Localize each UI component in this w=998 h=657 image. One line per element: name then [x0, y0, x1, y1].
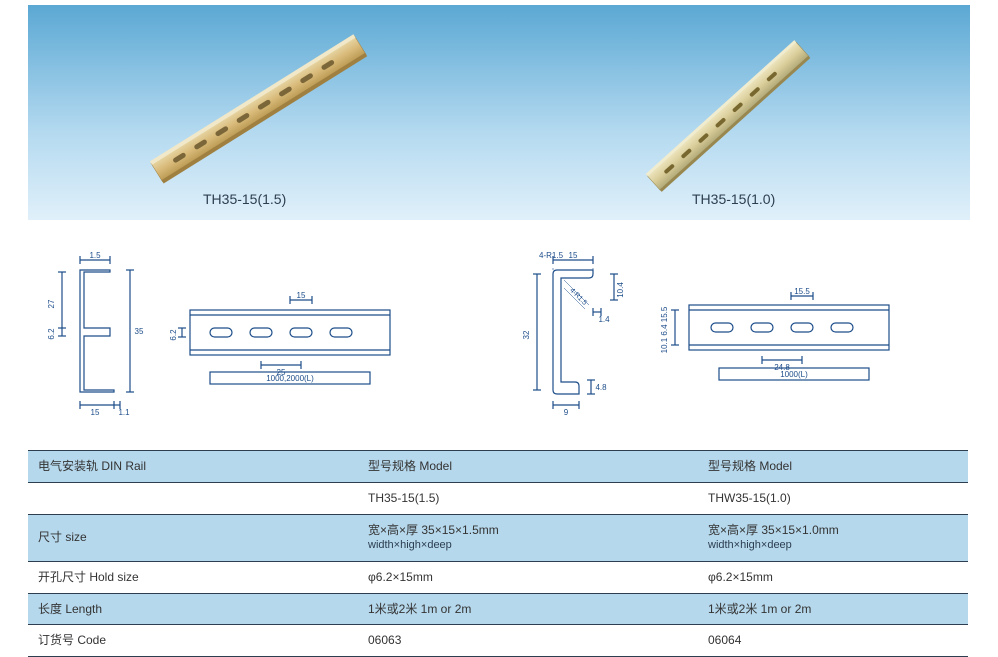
- svg-text:10.1 6.4 15.5: 10.1 6.4 15.5: [660, 306, 669, 353]
- svg-text:1.1: 1.1: [118, 408, 130, 417]
- size-left: 宽×高×厚 35×15×1.5mm width×high×deep: [358, 514, 698, 561]
- code-label: 订货号 Code: [28, 625, 358, 657]
- size-label: 尺寸 size: [28, 514, 358, 561]
- svg-text:6.2: 6.2: [47, 328, 56, 340]
- profile-drawing-left: 1.5 35 27 6.2 15 1.1: [40, 250, 150, 420]
- profile-drawing-right: 4-R1.5 15 10.4 1.4 32 4.8 9 4-R1.5: [519, 250, 639, 420]
- length-left: 1米或2米 1m or 2m: [358, 593, 698, 625]
- size-right: 宽×高×厚 35×15×1.0mm width×high×deep: [698, 514, 968, 561]
- size-right-l1: 宽×高×厚 35×15×1.0mm: [708, 522, 958, 539]
- rail-photo-right: [618, 31, 838, 201]
- svg-text:15: 15: [297, 291, 306, 300]
- svg-text:9: 9: [564, 408, 569, 417]
- page-root: TH35-15(1.5) TH35-15(1.0) 1.5 35: [0, 5, 998, 657]
- svg-text:10.4: 10.4: [616, 282, 625, 298]
- svg-text:1.4: 1.4: [598, 315, 610, 324]
- svg-text:15: 15: [569, 251, 578, 260]
- model-left: TH35-15(1.5): [358, 482, 698, 514]
- col3-header: 型号规格 Model: [698, 451, 968, 483]
- spec-table: 电气安装轨 DIN Rail 型号规格 Model 型号规格 Model TH3…: [28, 450, 968, 657]
- svg-text:1000(L): 1000(L): [780, 370, 808, 379]
- svg-text:15: 15: [91, 408, 100, 417]
- drawing-group-left: 1.5 35 27 6.2 15 1.1: [40, 250, 479, 420]
- svg-text:27: 27: [47, 299, 56, 308]
- hole-left: φ6.2×15mm: [358, 561, 698, 593]
- size-left-l2: width×high×deep: [368, 538, 688, 553]
- length-right: 1米或2米 1m or 2m: [698, 593, 968, 625]
- svg-text:6.2: 6.2: [170, 329, 178, 341]
- model-label-cell: [28, 482, 358, 514]
- hole-label: 开孔尺寸 Hold size: [28, 561, 358, 593]
- svg-text:35: 35: [135, 327, 144, 336]
- svg-text:4-R1.5: 4-R1.5: [568, 287, 588, 307]
- length-label: 长度 Length: [28, 593, 358, 625]
- size-right-l2: width×high×deep: [708, 538, 958, 553]
- col1-header: 电气安装轨 DIN Rail: [28, 451, 358, 483]
- slot-drawing-left: 15 25 6.2 1000,2000(L): [170, 280, 400, 390]
- rail-label-left: TH35-15(1.5): [203, 191, 286, 207]
- hole-right: φ6.2×15mm: [698, 561, 968, 593]
- model-right: THW35-15(1.0): [698, 482, 968, 514]
- rail-photo-left: [128, 23, 388, 193]
- slot-drawing-right: 15.5 24.8 10.1 6.4 15.5 1000(L): [659, 280, 899, 390]
- code-right: 06064: [698, 625, 968, 657]
- hero-panel: TH35-15(1.5) TH35-15(1.0): [28, 5, 970, 220]
- drawing-group-right: 4-R1.5 15 10.4 1.4 32 4.8 9 4-R1.5: [519, 250, 958, 420]
- svg-text:15.5: 15.5: [794, 287, 810, 296]
- svg-text:4-R1.5: 4-R1.5: [539, 251, 564, 260]
- svg-text:4.8: 4.8: [595, 383, 607, 392]
- drawings-row: 1.5 35 27 6.2 15 1.1: [0, 220, 998, 440]
- rail-label-right: TH35-15(1.0): [692, 191, 775, 207]
- svg-text:1000,2000(L): 1000,2000(L): [266, 374, 314, 383]
- size-left-l1: 宽×高×厚 35×15×1.5mm: [368, 522, 688, 539]
- code-left: 06063: [358, 625, 698, 657]
- svg-text:1.5: 1.5: [89, 251, 101, 260]
- svg-text:32: 32: [522, 330, 531, 339]
- col2-header: 型号规格 Model: [358, 451, 698, 483]
